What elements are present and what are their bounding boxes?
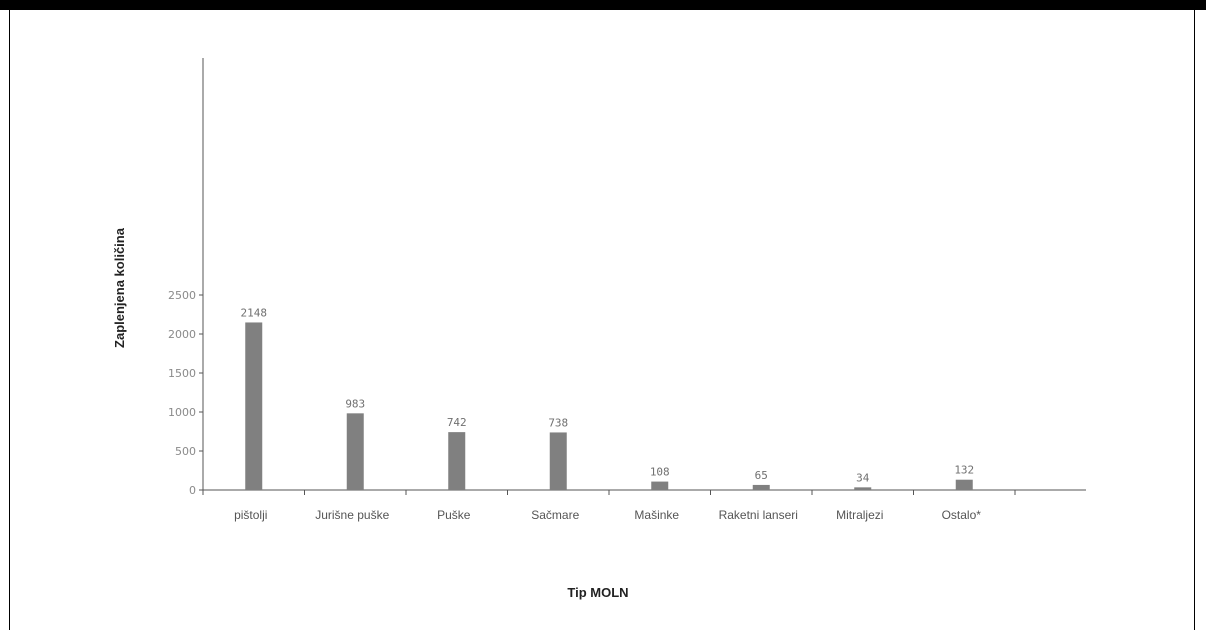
data-label: 132: [954, 464, 974, 477]
category-label: Raketni lanseri: [719, 508, 798, 522]
category-label: Mašinke: [634, 508, 679, 522]
y-tick-label: 2500: [168, 289, 196, 302]
category-label: Jurišne puške: [315, 508, 389, 522]
bar: [347, 413, 364, 490]
data-label: 34: [856, 471, 870, 484]
data-label: 742: [447, 416, 467, 429]
category-labels: pištolji Jurišne puške Puške Sačmare Mašinke…: [234, 508, 981, 522]
y-axis-title: Zaplenjena količina: [112, 227, 127, 348]
bar: [854, 487, 871, 490]
data-label: 108: [650, 466, 670, 479]
x-axis: [203, 490, 1086, 495]
category-label: Ostalo*: [942, 508, 982, 522]
data-label: 65: [755, 469, 768, 482]
bar: [651, 482, 668, 490]
bar: [753, 485, 770, 490]
y-axis: 0 500 1000 1500 2000 2500: [168, 58, 203, 497]
data-label: 983: [345, 397, 365, 410]
bar: [448, 432, 465, 490]
y-tick-label: 500: [175, 445, 196, 458]
y-tick-label: 1500: [168, 367, 196, 380]
bar: [956, 480, 973, 490]
category-label: Sačmare: [531, 508, 579, 522]
bar: [245, 322, 262, 490]
y-tick-label: 0: [189, 484, 196, 497]
bar: [550, 432, 567, 490]
x-axis-title: Tip MOLN: [567, 585, 628, 600]
data-label: 2148: [241, 306, 268, 319]
category-label: pištolji: [234, 508, 267, 522]
y-tick-label: 2000: [168, 328, 196, 341]
category-label: Mitraljezi: [836, 508, 883, 522]
y-tick-label: 1000: [168, 406, 196, 419]
data-label: 738: [548, 416, 568, 429]
category-label: Puške: [437, 508, 471, 522]
